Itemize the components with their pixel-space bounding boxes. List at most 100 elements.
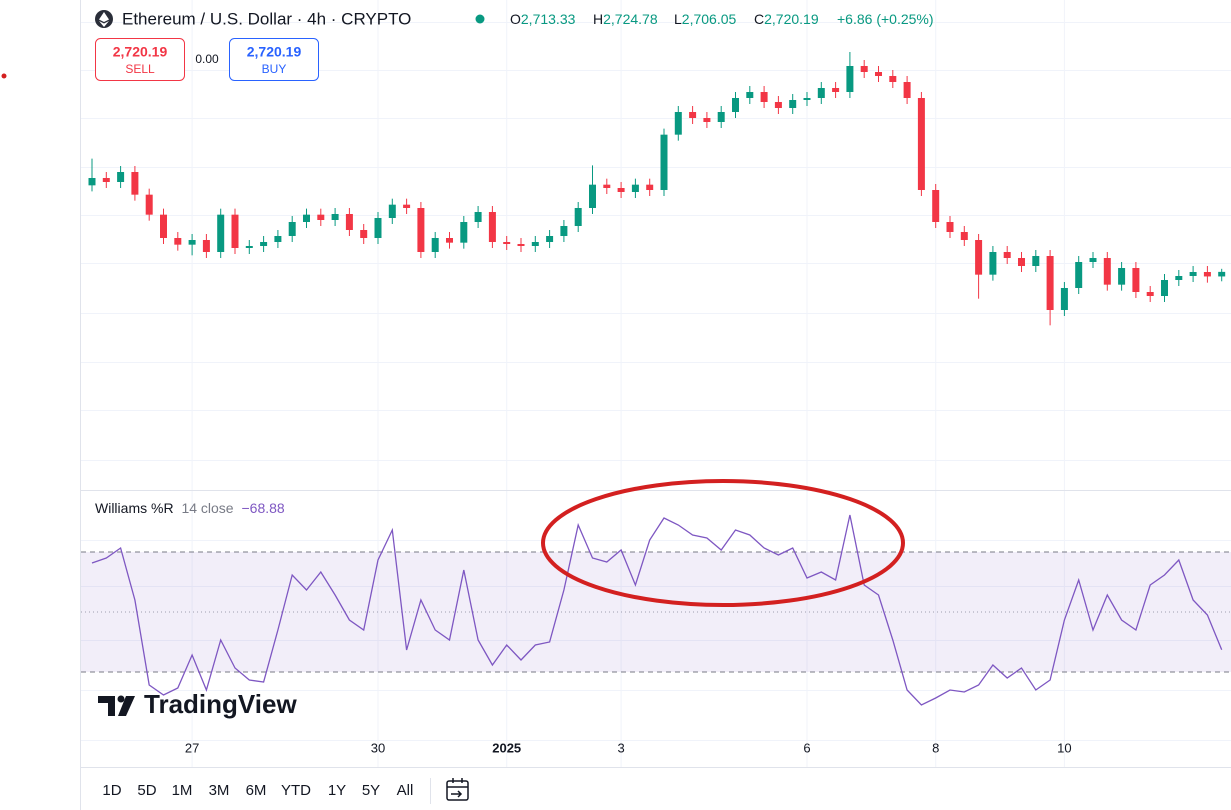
indicator-value: −68.88 <box>242 500 285 516</box>
candle-body <box>946 222 954 232</box>
ohlc-label: L <box>674 11 682 27</box>
candle-body <box>417 208 425 252</box>
candle-body <box>717 112 725 122</box>
candle-body <box>1175 276 1183 280</box>
indicator-title: Williams %R <box>95 500 174 516</box>
ohlc-label: C <box>754 11 764 27</box>
candle-body <box>1089 258 1097 262</box>
timeframe-button[interactable]: All <box>397 782 414 799</box>
candle-body <box>345 214 353 230</box>
candle-body <box>446 238 453 243</box>
timeframe-button[interactable]: 6M <box>246 782 267 799</box>
candle-body <box>288 222 296 236</box>
logo-text: TradingView <box>144 689 297 719</box>
candle-body <box>803 98 811 100</box>
candle-body <box>1032 256 1040 266</box>
candle-body <box>1146 292 1154 296</box>
candle-body <box>875 72 882 76</box>
candle-body <box>932 190 940 222</box>
candle-body <box>331 214 339 220</box>
timeframe-bar: 1D 5D 1M 3M 6M YTD 1Y 5Y All <box>102 782 413 799</box>
candle-body <box>832 88 840 92</box>
timeframe-button[interactable]: 5D <box>137 782 156 799</box>
buy-button[interactable] <box>229 38 319 81</box>
x-tick-label: 6 <box>803 740 810 755</box>
williams-pane <box>81 514 1231 706</box>
candle-body <box>1003 252 1011 258</box>
indicator-legend: Williams %R 14 close −68.88 <box>95 500 285 516</box>
timeframe-button[interactable]: 5Y <box>362 782 380 799</box>
candle-body <box>546 236 554 242</box>
candle-body <box>274 236 282 242</box>
candle-body <box>1018 258 1025 266</box>
candle-body <box>789 100 797 108</box>
sell-price: 2,720.19 <box>113 44 168 60</box>
candle-body <box>460 222 468 243</box>
indicator-params: 14 close <box>181 500 233 516</box>
spread: 0.00 <box>195 52 219 66</box>
candle-body <box>1161 280 1168 296</box>
candle-body <box>160 214 167 238</box>
candle-body <box>889 76 897 82</box>
candle-body <box>989 252 997 275</box>
candle-body <box>374 218 382 238</box>
candle-body <box>746 92 754 98</box>
candle-body <box>903 82 911 98</box>
timeframe-button[interactable]: YTD <box>281 782 311 799</box>
candle-body <box>1103 258 1111 285</box>
candle-body <box>388 204 396 218</box>
sell-label: SELL <box>125 62 155 76</box>
candle-body <box>774 102 782 108</box>
candle-body <box>646 184 654 190</box>
sell-button[interactable] <box>95 38 185 81</box>
candle-body <box>660 134 668 190</box>
logo-mark <box>118 696 135 716</box>
candle-body <box>631 184 639 192</box>
candles <box>88 52 1226 326</box>
time-axis: 27 30 2025 3 6 8 10 <box>185 740 1072 755</box>
symbol-title[interactable]: Ethereum / U.S. Dollar · 4h · CRYPTO <box>122 9 411 28</box>
candle-body <box>1132 268 1140 292</box>
williams-line <box>91 514 1223 706</box>
candle-body <box>1118 268 1126 285</box>
x-tick-label: 27 <box>185 740 199 755</box>
candle-body <box>517 244 525 246</box>
candle-body <box>760 92 768 102</box>
candle-body <box>245 246 253 248</box>
calendar-icon <box>451 778 463 798</box>
candle-body <box>431 238 439 252</box>
candle-body <box>202 240 210 252</box>
candle-body <box>574 208 582 226</box>
candle-body <box>102 178 110 182</box>
ohlc-label: O <box>510 11 521 27</box>
timeframe-button[interactable]: 1D <box>102 782 121 799</box>
candle-body <box>531 242 539 246</box>
x-tick-label: 30 <box>371 740 385 755</box>
candle-body <box>589 184 596 208</box>
candle-body <box>560 226 568 236</box>
toolbar-dot <box>1 73 7 79</box>
x-tick-label: 3 <box>617 740 624 755</box>
timeframe-button[interactable]: 1M <box>172 782 193 799</box>
candle-body <box>689 112 697 118</box>
candle-body <box>674 112 682 135</box>
logo-mark <box>117 695 125 703</box>
date-range-icon[interactable] <box>446 778 469 801</box>
change: +6.86 (+0.25%) <box>837 11 934 27</box>
candle-body <box>145 194 153 215</box>
timeframe-button[interactable]: 3M <box>209 782 230 799</box>
timeframe-button[interactable]: 1Y <box>328 782 346 799</box>
candle-body <box>303 214 310 222</box>
candle-body <box>617 188 625 192</box>
ohlc-value: 2,724.78 <box>603 11 658 27</box>
candle-body <box>703 118 711 122</box>
candle-body <box>231 214 239 248</box>
candle-body <box>260 242 268 246</box>
annotation-ellipse <box>541 479 905 607</box>
candle-body <box>488 212 496 242</box>
logo: TradingView <box>98 689 297 719</box>
candle-body <box>131 172 139 195</box>
candle-body <box>217 214 225 252</box>
eth-glyph <box>99 12 109 27</box>
